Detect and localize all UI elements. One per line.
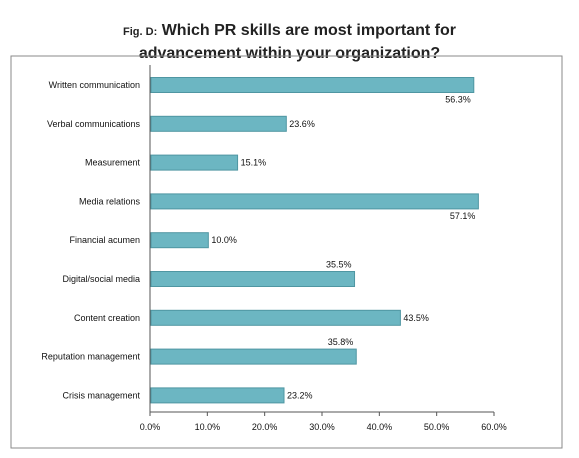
bars-group — [150, 77, 479, 404]
category-label-reputation-management: Reputation management — [41, 352, 140, 362]
x-tick-label: 10.0% — [195, 422, 221, 432]
bar-verbal-communications — [150, 115, 287, 132]
data-label-digital-social-media: 35.5% — [326, 260, 352, 270]
category-label-media-relations: Media relations — [79, 196, 141, 206]
bar-written-communication — [150, 77, 475, 93]
bar-crisis-management — [150, 387, 285, 404]
data-label-content-creation: 43.5% — [403, 313, 429, 323]
category-label-content-creation: Content creation — [74, 313, 140, 323]
labels-group: Written communication 56.3% Verbal communi… — [41, 80, 475, 400]
data-label-crisis-management: 23.2% — [287, 390, 313, 400]
bar-measurement — [150, 154, 239, 171]
title-line-1: Which PR skills are most important for — [161, 22, 456, 39]
data-label-reputation-management: 35.8% — [328, 337, 354, 347]
x-tick-label: 50.0% — [424, 422, 450, 432]
bar-financial-acumen — [150, 232, 209, 249]
x-tick-label: 60.0% — [481, 422, 507, 432]
bar-content-creation — [150, 309, 401, 326]
data-label-verbal-communications: 23.6% — [289, 119, 315, 129]
category-label-verbal-communications: Verbal communications — [47, 119, 141, 129]
data-label-media-relations: 57.1% — [450, 211, 476, 221]
category-label-measurement: Measurement — [85, 158, 141, 168]
x-tick-label: 20.0% — [252, 422, 278, 432]
chart-title: Fig. D: Which PR skills are most importa… — [0, 20, 579, 64]
figure-label: Fig. D: — [123, 26, 158, 38]
category-label-financial-acumen: Financial acumen — [69, 235, 140, 245]
x-tick-label: 0.0% — [140, 422, 161, 432]
x-tick-label: 40.0% — [367, 422, 393, 432]
bar-reputation-management — [150, 348, 357, 365]
data-label-measurement: 15.1% — [241, 158, 267, 168]
chart-frame — [10, 55, 563, 449]
data-label-written-communication: 56.3% — [445, 95, 471, 105]
bar-digital-social-media — [150, 271, 356, 287]
x-tick-label: 30.0% — [309, 422, 335, 432]
category-label-written-communication: Written communication — [49, 80, 140, 90]
category-label-crisis-management: Crisis management — [62, 390, 140, 400]
category-label-digital-social-media: Digital/social media — [62, 274, 140, 284]
x-axis: 0.0% 10.0% 20.0% 30.0% 40.0% 50.0% 60.0% — [140, 65, 507, 432]
data-label-financial-acumen: 10.0% — [211, 235, 237, 245]
bar-media-relations — [150, 193, 479, 210]
title-line-2: advancement within your organization? — [138, 45, 441, 62]
